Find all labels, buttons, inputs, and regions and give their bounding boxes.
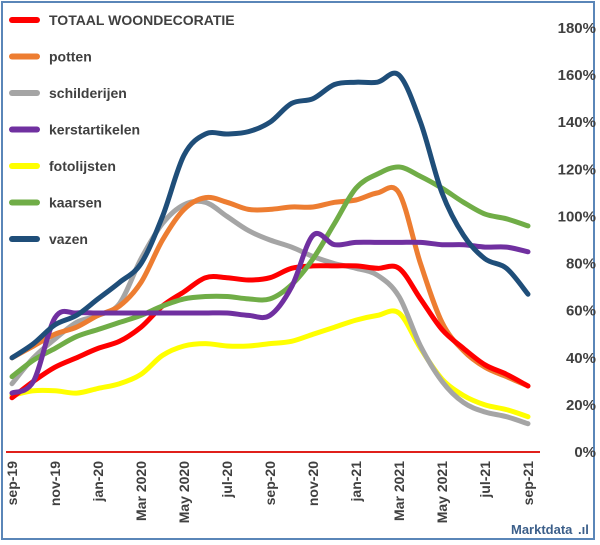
x-tick-label: May 2021: [434, 461, 450, 523]
x-tick-label: jan-20: [90, 461, 106, 503]
x-tick-label: Mar 2021: [391, 461, 407, 521]
x-tick-label: jan-21: [348, 461, 364, 503]
x-tick-label: jul-21: [477, 461, 493, 499]
x-tick-label: sep-19: [4, 461, 20, 506]
legend-label-vazen: vazen: [49, 231, 88, 247]
legend-label-kerstartikelen: kerstartikelen: [49, 122, 140, 138]
x-tick-label: sep-20: [262, 461, 278, 506]
y-tick-label: 20%: [566, 397, 596, 414]
brand-name: Marktdata: [511, 522, 573, 537]
series-line-kerstartikelen: [9, 231, 531, 396]
legend-label-schilderijen: schilderijen: [49, 85, 127, 101]
x-tick-label: nov-19: [47, 461, 63, 506]
y-tick-label: 60%: [566, 303, 596, 320]
y-tick-label: 100%: [558, 208, 596, 225]
series-line-totaal-woondecoratie: [9, 263, 531, 401]
y-tick-label: 120%: [558, 161, 596, 178]
x-tick-label: sep-21: [520, 461, 536, 506]
x-tick-label: May 2020: [176, 461, 192, 523]
x-tick-label: jul-20: [219, 461, 235, 499]
series-line-fotolijsten: [9, 308, 531, 420]
y-tick-label: 180%: [558, 20, 596, 37]
legend: TOTAAL WOONDECORATIE potten schilderijen ke…: [9, 12, 235, 247]
legend-label-kaarsen: kaarsen: [49, 195, 102, 211]
y-tick-label: 160%: [558, 67, 596, 84]
x-tick-label: nov-20: [305, 461, 321, 506]
tick-labels: 0% 20% 40% 60% 80% 100% 120% 140% 160% 180% sep-19…: [4, 20, 596, 523]
legend-label-potten: potten: [49, 49, 92, 65]
series-line-vazen: [9, 70, 531, 361]
y-tick-label: 0%: [574, 444, 596, 461]
x-tick-label: Mar 2020: [133, 461, 149, 521]
legend-label-fotolijsten: fotolijsten: [49, 158, 116, 174]
y-tick-label: 80%: [566, 256, 596, 273]
series-layer: [9, 70, 531, 427]
y-tick-label: 40%: [566, 350, 596, 367]
brand-bars-icon: .ıl: [578, 522, 589, 537]
brand-logo: Marktdata .ıl: [511, 522, 589, 537]
y-tick-label: 140%: [558, 114, 596, 131]
legend-label-totaal-woondecoratie: TOTAAL WOONDECORATIE: [49, 12, 235, 28]
